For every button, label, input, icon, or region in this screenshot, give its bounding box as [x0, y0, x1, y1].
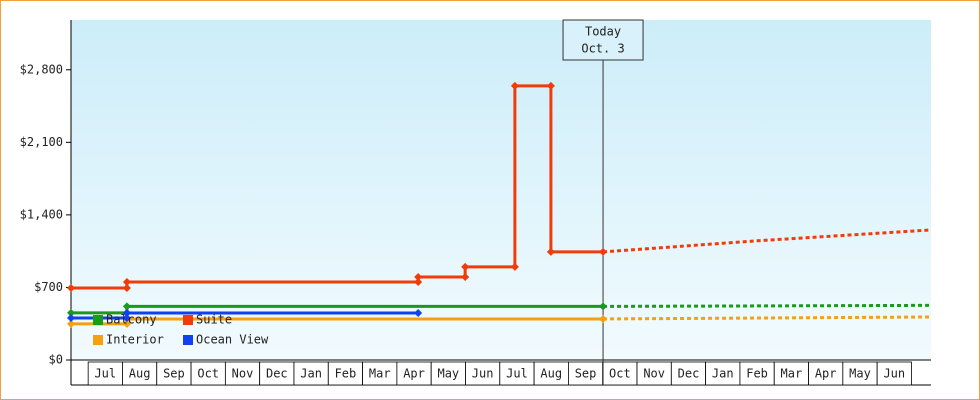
x-tick-label: Mar: [781, 367, 803, 381]
price-point: [67, 319, 75, 328]
today-label: Today: [585, 25, 621, 39]
x-tick-label: Jan: [712, 367, 734, 381]
price-point: [461, 262, 470, 271]
price-point: [122, 277, 131, 286]
price-point: [599, 314, 608, 323]
x-tick-label: May: [437, 367, 459, 381]
x-tick-label: Sep: [575, 367, 597, 381]
price-point: [599, 302, 608, 311]
x-tick-label: Dec: [266, 367, 288, 381]
x-tick-label: Feb: [746, 367, 768, 381]
price-point: [599, 247, 608, 256]
x-tick-label: Apr: [815, 367, 837, 381]
x-tick-label: Nov: [643, 367, 665, 381]
x-tick-label: Jul: [506, 367, 528, 381]
x-tick-label: Mar: [369, 367, 391, 381]
price-point: [546, 81, 555, 90]
legend-swatch: [93, 315, 103, 325]
x-tick-label: Aug: [129, 367, 151, 381]
legend-swatch: [93, 335, 103, 345]
price-point: [122, 308, 131, 317]
y-tick-label: $2,800: [20, 62, 63, 76]
price-point: [414, 308, 423, 317]
x-tick-label: Aug: [540, 367, 562, 381]
legend-swatch: [183, 315, 193, 325]
legend-swatch: [183, 335, 193, 345]
legend-label: Balcony: [106, 313, 157, 327]
x-tick-label: Apr: [403, 367, 425, 381]
x-tick-cell: [876, 361, 912, 386]
x-tick-label: Dec: [678, 367, 700, 381]
forecast-line: [603, 303, 932, 308]
x-tick-label: Jun: [883, 367, 905, 381]
price-point: [122, 283, 131, 292]
x-tick-label: Feb: [335, 367, 357, 381]
x-tick-label: Jul: [94, 367, 116, 381]
y-tick-label: $0: [49, 353, 63, 367]
price-point: [414, 272, 423, 281]
x-tick-label: May: [849, 367, 871, 381]
x-tick-label: Jan: [300, 367, 322, 381]
price-point: [510, 262, 519, 271]
price-point: [510, 81, 519, 90]
x-tick-label: Oct: [609, 367, 631, 381]
x-tick-label: Jun: [472, 367, 494, 381]
x-tick-label: Oct: [197, 367, 219, 381]
price-point: [67, 308, 75, 317]
price-point: [67, 314, 75, 323]
x-tick-label: Nov: [232, 367, 254, 381]
price-point: [546, 247, 555, 256]
legend-label: Interior: [106, 333, 164, 347]
forecast-line: [602, 228, 932, 254]
legend-label: Ocean View: [196, 333, 269, 347]
y-tick-label: $700: [34, 280, 63, 294]
price-point: [122, 302, 131, 311]
plot-area: [71, 20, 931, 360]
today-label: Oct. 3: [581, 42, 624, 56]
price-point: [414, 277, 423, 286]
price-point: [122, 314, 131, 323]
price-point: [67, 283, 75, 292]
price-point: [122, 319, 131, 328]
y-tick-label: $1,400: [20, 207, 63, 221]
legend-label: Suite: [196, 313, 232, 327]
today-box: [562, 19, 644, 61]
forecast-line: [603, 315, 932, 321]
y-tick-label: $2,100: [20, 135, 63, 149]
x-tick-label: Sep: [163, 367, 185, 381]
price-point: [461, 272, 470, 281]
